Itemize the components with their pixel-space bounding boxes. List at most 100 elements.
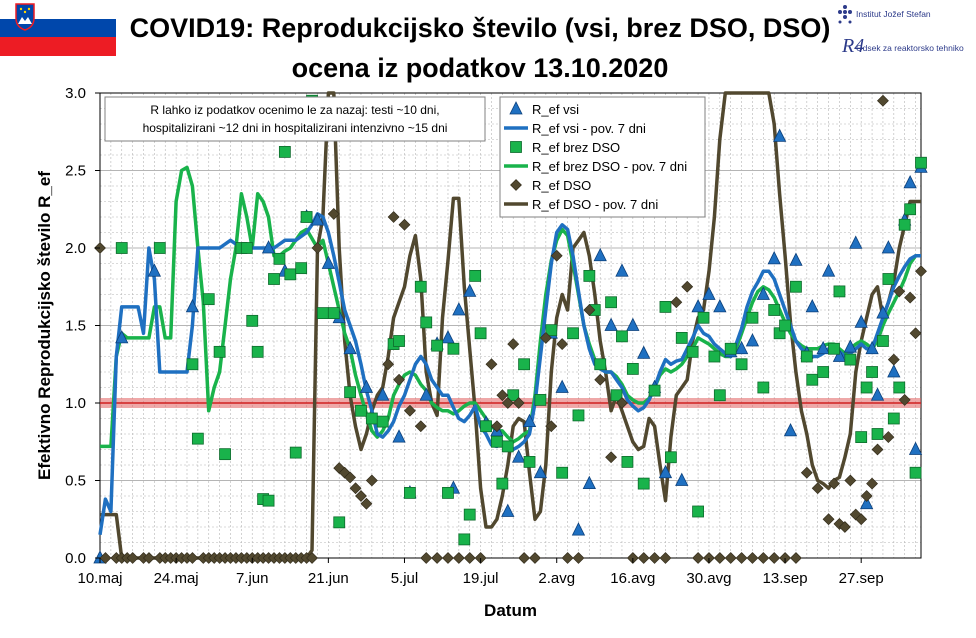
- triangle-marker: [626, 317, 640, 331]
- diamond-marker: [414, 420, 427, 433]
- square-marker: [871, 428, 884, 440]
- square-marker: [637, 477, 650, 490]
- diamond-marker: [143, 552, 155, 564]
- square-marker: [240, 242, 253, 254]
- triangle-marker: [463, 283, 477, 297]
- legend-frame: [499, 96, 706, 218]
- square-marker: [534, 393, 547, 406]
- diamond-marker: [887, 353, 900, 366]
- diamond-marker: [306, 552, 318, 564]
- square-marker: [496, 477, 509, 490]
- square-marker: [262, 494, 275, 507]
- square-marker: [768, 304, 781, 316]
- square-marker: [833, 285, 846, 298]
- triangle-marker: [147, 263, 162, 277]
- square-marker: [219, 448, 231, 461]
- square-marker: [757, 381, 770, 394]
- logo-dept-text: Odsek za reaktorsko tehniko: [856, 43, 964, 53]
- diamond-marker: [398, 218, 411, 231]
- diamond-marker: [387, 211, 400, 223]
- y-tick-label: 3.0: [65, 85, 86, 102]
- diamond-marker: [670, 296, 683, 309]
- diamond-marker: [637, 552, 650, 564]
- square-marker: [898, 218, 911, 231]
- triangle-marker: [441, 330, 455, 344]
- diamond-marker: [545, 420, 558, 433]
- square-marker: [191, 432, 204, 445]
- diamond-marker: [382, 358, 395, 371]
- square-marker: [480, 420, 492, 433]
- square-marker: [278, 145, 291, 158]
- institute-logo: Institut Jožef Stefan R4 Odsek za reakto…: [836, 2, 976, 68]
- legend-label: R_ef brez DSO - pov. 7 dni: [532, 159, 687, 174]
- diamond-marker: [442, 552, 454, 564]
- square-marker: [333, 516, 346, 529]
- square-marker: [583, 269, 596, 282]
- y-axis-label: Efektivno Reprodukcijsko število R_ef: [35, 171, 54, 480]
- square-marker: [300, 211, 313, 223]
- square-marker: [491, 435, 503, 448]
- diamond-marker: [871, 443, 884, 456]
- triangle-marker: [522, 413, 537, 428]
- square-marker: [447, 342, 460, 355]
- triangle-marker: [821, 263, 836, 277]
- diamond-marker: [99, 552, 112, 564]
- diamond-marker: [485, 358, 498, 371]
- chart-title-line1: COVID19: Reprodukcijsko število (vsi, br…: [129, 13, 831, 43]
- square-marker: [887, 412, 900, 425]
- square-marker: [626, 362, 639, 375]
- square-marker: [746, 311, 759, 324]
- square-marker: [605, 296, 617, 309]
- diamond-marker: [648, 552, 661, 564]
- diamond-marker: [583, 304, 596, 316]
- diamond-marker: [507, 338, 520, 351]
- triangle-marker: [593, 247, 607, 262]
- diamond-marker: [724, 552, 737, 564]
- square-marker: [420, 316, 433, 329]
- ijs-dots-icon: [838, 5, 852, 24]
- triangle-marker: [843, 339, 857, 353]
- diamond-marker: [757, 552, 770, 564]
- diamond-marker: [877, 94, 889, 107]
- slovenian-flag: [0, 0, 116, 56]
- square-marker: [692, 505, 704, 518]
- diamond-marker: [616, 397, 628, 409]
- diamond-marker: [572, 552, 585, 564]
- diamond-marker: [866, 477, 878, 490]
- x-tick-label: 13.sep: [763, 570, 808, 587]
- square-marker: [855, 431, 868, 444]
- diamond-marker: [501, 397, 514, 409]
- square-marker: [621, 455, 634, 468]
- diamond-marker: [327, 207, 340, 220]
- diamond-marker: [915, 265, 927, 278]
- square-marker: [153, 242, 166, 254]
- diamond-marker: [692, 552, 705, 564]
- triangle-marker: [261, 240, 276, 254]
- diamond-marker: [403, 404, 416, 417]
- legend-marker-swatch: [510, 179, 522, 191]
- diamond-marker: [909, 327, 922, 340]
- triangle-marker: [854, 314, 868, 328]
- logo-institute-text: Institut Jožef Stefan: [856, 9, 931, 19]
- square-marker: [344, 386, 357, 399]
- triangle-marker: [359, 379, 374, 393]
- y-tick-label: 1.5: [65, 318, 86, 335]
- square-marker: [860, 381, 873, 394]
- x-tick-label: 24.maj: [154, 570, 199, 587]
- square-marker: [289, 446, 302, 459]
- square-marker: [458, 533, 471, 546]
- diamond-marker: [860, 490, 873, 502]
- triangle-marker: [789, 252, 803, 266]
- square-marker: [713, 389, 726, 402]
- chart-legend: R_ef vsi R_ef vsi - pov. 7 dni R_ef brez D…: [499, 96, 706, 218]
- diamond-marker: [605, 451, 618, 464]
- triangle-marker: [870, 387, 885, 401]
- square-marker: [686, 345, 699, 358]
- triangle-marker: [849, 235, 863, 249]
- diamond-marker: [904, 291, 917, 304]
- square-marker: [659, 300, 672, 313]
- square-marker: [202, 293, 215, 306]
- diamond-marker: [768, 552, 781, 564]
- square-marker: [708, 350, 721, 363]
- x-tick-label: 21.jun: [308, 570, 349, 587]
